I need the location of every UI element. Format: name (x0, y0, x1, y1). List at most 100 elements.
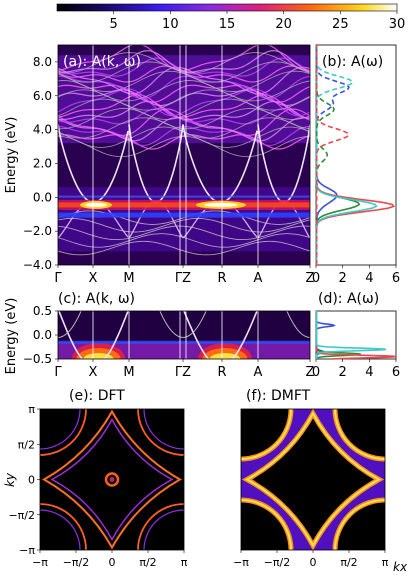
dos-x-tick-label: 6 (392, 271, 400, 286)
kx-axis-label: kx (393, 560, 408, 574)
dos-x-tick-label: 2 (339, 365, 347, 380)
y-tick-label: 6.0 (33, 89, 52, 103)
panel-e-title: (e): DFT (69, 388, 125, 404)
spectral-band-line (58, 65, 310, 83)
dft-band-line (58, 80, 310, 102)
kpath-tick-label: R (217, 271, 226, 286)
panel-a-heatmap (58, 45, 310, 265)
panel-d: (d): A(ω) 0 2 4 6 (312, 291, 400, 380)
hotspot-yellow (209, 353, 241, 359)
panel-c-dft-parabola (58, 311, 82, 338)
panel-c-xticks: Γ X M ΓZ R A Z (54, 359, 315, 380)
dft-band-line (58, 135, 310, 158)
fs-y-tick-label: π (28, 403, 35, 416)
dos-x-tick-label: 0 (312, 271, 320, 286)
fs-y-tick-label: π/2 (18, 438, 35, 451)
panel-d-dos (315, 311, 397, 360)
panel-e: (e): DFT −π−π −π/2 −π/2 0 0 π/2 π/2 π π (8, 388, 187, 569)
dft-band-line (58, 61, 310, 83)
fs-x-tick-label: −π (233, 556, 249, 569)
y-tick-label: 4.0 (33, 123, 52, 137)
kpath-tick-label: Γ (54, 365, 62, 380)
spectral-band-line (58, 108, 310, 125)
spectral-band-line (58, 66, 310, 95)
kpath-tick-label: ΓZ (175, 365, 191, 380)
spectral-band-line (58, 84, 310, 103)
y-tick-label: 2.0 (33, 156, 52, 170)
dft-band-line-lower (58, 240, 310, 256)
panel-f-ticks: −π −π/2 0 π/2 π (233, 550, 389, 569)
panel-a-title: (a): A(k, ω) (63, 54, 141, 70)
panel-d-title: (d): A(ω) (318, 291, 379, 307)
panel-f-title: (f): DMFT (246, 388, 311, 404)
panel-f-fermi-surface (241, 409, 385, 550)
y-tick-label: 0.0 (33, 328, 52, 342)
kpath-tick-label: M (123, 365, 134, 380)
y-tick-label: −2.0 (23, 224, 52, 238)
fs-x-tick-label: −π/2 (63, 556, 90, 569)
y-tick-label: 0.0 (33, 190, 52, 204)
spectral-band-line (58, 50, 310, 73)
fs-x-tick-label: π (382, 556, 389, 569)
panel-c-dft-parabola (286, 311, 310, 338)
kpath-tick-label: X (89, 271, 98, 286)
energy-axis-label-c: Energy (eV) (4, 298, 19, 375)
ky-axis-label: ky (3, 472, 17, 487)
dos-x-tick-label: 4 (365, 271, 373, 286)
y-tick-label: 0.5 (33, 304, 52, 318)
panel-b-xticks: 0 2 4 6 (312, 265, 400, 286)
spectral-band-line (58, 100, 310, 121)
panel-d-xticks: 0 2 4 6 (312, 359, 400, 380)
panel-c: (c): A(k, ω) 0.5 0.0 −0.5 Γ X M ΓZ R A Z (23, 291, 315, 380)
kpath-tick-label: Z (306, 271, 315, 286)
panel-c-yticks: 0.5 0.0 −0.5 (23, 304, 58, 366)
fs-e-center-core (109, 477, 115, 482)
colorbar-tick-label: 15 (219, 17, 236, 32)
panel-a-yticks: 8.0 6.0 4.0 2.0 0.0 −2.0 −4.0 (23, 55, 58, 272)
colorbar-tick-label: 5 (110, 17, 118, 32)
kpath-tick-label: M (123, 271, 134, 286)
colorbar-tick-label: 10 (162, 17, 179, 32)
near-fermi-blue (58, 195, 310, 198)
panel-f: (f): DMFT −π −π/2 0 π/2 π (233, 388, 389, 569)
spectral-band-line (58, 45, 310, 72)
dft-band-line (58, 52, 310, 74)
dos-x-tick-label: 2 (339, 271, 347, 286)
panel-c-dft-parabola (159, 311, 207, 338)
fs-e-diamond-outer (41, 409, 183, 550)
kpath-tick-label: Z (306, 365, 315, 380)
flat-band-core (85, 202, 107, 207)
dos-x-tick-label: 4 (365, 365, 373, 380)
panel-e-ticks: −π−π −π/2 −π/2 0 0 π/2 π/2 π π (8, 403, 187, 569)
y-tick-label: −0.5 (23, 352, 52, 366)
kpath-tick-label: A (254, 365, 263, 380)
fs-f-corner-dark (337, 502, 385, 550)
fs-e-center-pocket (104, 472, 120, 487)
energy-axis-label-a: Energy (eV) (4, 117, 19, 194)
spectral-band-line (58, 88, 310, 117)
panel-c-dispersion (183, 311, 258, 359)
kpath-tick-label: R (217, 365, 226, 380)
flat-band-blue (58, 212, 310, 218)
panel-a-xticks: Γ X M ΓZ R A Z (54, 265, 315, 286)
fs-x-tick-label: −π (32, 556, 48, 569)
dft-band-line (58, 98, 310, 120)
dft-band-line-lower (58, 218, 310, 233)
fs-x-tick-label: 0 (310, 556, 317, 569)
fs-x-tick-label: π (181, 556, 188, 569)
fs-y-tick-label: 0 (28, 474, 35, 487)
colorbar-tick-label: 25 (332, 17, 349, 32)
panel-c-heatmap (58, 311, 310, 359)
fs-y-tick-label: −π (19, 544, 35, 557)
spectral-band-line (58, 134, 310, 150)
colorbar-tick-label: 30 (389, 17, 406, 32)
kpath-tick-label: X (89, 365, 98, 380)
panel-a: (a): A(k, ω) 8.0 6.0 4.0 2.0 0.0 −2.0 −4.0 Γ X M… (23, 44, 315, 286)
dos-x-tick-label: 6 (392, 365, 400, 380)
fs-e-diamond-inner (50, 418, 174, 541)
spectral-band-line (58, 75, 310, 100)
panel-c-dispersion (58, 311, 129, 359)
panel-c-blue-band (58, 340, 310, 344)
fs-x-tick-label: π/2 (139, 556, 156, 569)
